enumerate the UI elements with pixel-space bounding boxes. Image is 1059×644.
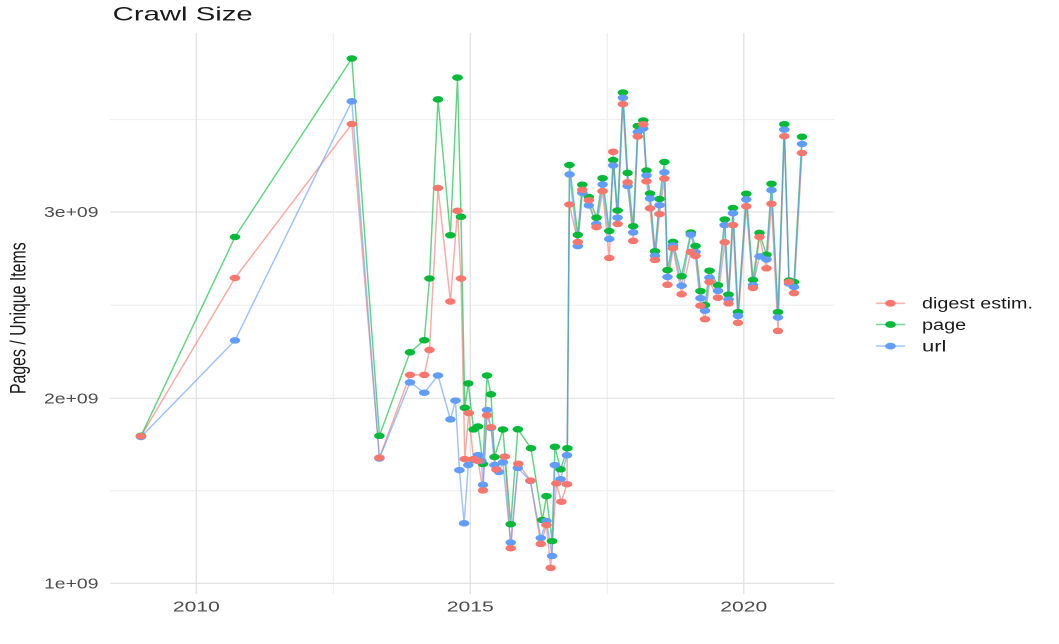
svg-text:url: url (922, 338, 946, 355)
svg-text:3e+09: 3e+09 (44, 205, 99, 221)
svg-text:2020: 2020 (720, 599, 767, 616)
svg-text:1e+09: 1e+09 (44, 576, 99, 592)
svg-text:digest estim.: digest estim. (922, 296, 1033, 313)
svg-text:2010: 2010 (173, 599, 220, 616)
svg-text:2e+09: 2e+09 (44, 391, 99, 407)
svg-text:2015: 2015 (447, 599, 494, 616)
svg-text:Crawl Size: Crawl Size (113, 4, 253, 26)
svg-text:page: page (922, 317, 966, 334)
svg-text:Pages / Unique Items: Pages / Unique Items (7, 242, 31, 394)
